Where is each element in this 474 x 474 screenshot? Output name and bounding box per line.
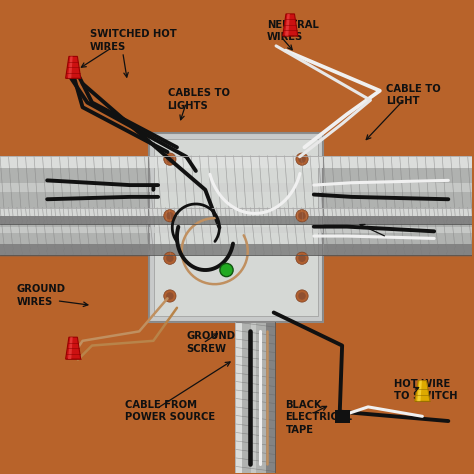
Circle shape [296,252,308,264]
Circle shape [220,264,233,277]
Text: GROUND
SCREW: GROUND SCREW [186,331,236,354]
Bar [149,208,323,255]
Circle shape [164,252,176,264]
Bar [323,210,472,257]
Circle shape [296,153,308,165]
Bar [339,410,346,423]
Bar [266,322,274,473]
Polygon shape [65,337,81,359]
Bar [0,208,149,216]
Bar [323,183,472,191]
Polygon shape [68,337,73,359]
Bar [323,159,472,227]
Bar [149,208,323,216]
Bar [323,156,472,224]
Circle shape [164,290,176,302]
Bar [149,133,323,322]
Text: NEUTRAL
WIRES: NEUTRAL WIRES [267,20,319,42]
Polygon shape [65,56,81,78]
Bar [149,209,323,224]
Polygon shape [417,381,422,401]
Circle shape [298,155,306,163]
Bar [323,156,472,168]
Circle shape [166,255,173,262]
Bar [335,410,342,423]
Polygon shape [415,381,430,401]
Circle shape [296,290,308,302]
Circle shape [298,292,306,300]
Text: CABLE TO
SWITCH: CABLE TO SWITCH [373,225,428,247]
Bar [0,156,149,224]
Circle shape [164,153,176,165]
Bar [149,156,323,168]
Text: CABLE FROM
POWER SOURCE: CABLE FROM POWER SOURCE [125,400,215,422]
Bar [149,227,323,233]
Bar [0,244,149,255]
Bar [323,227,472,233]
Circle shape [298,212,306,219]
Polygon shape [68,56,73,78]
Circle shape [298,255,306,262]
Bar [154,138,319,317]
Circle shape [166,212,173,219]
Polygon shape [285,14,290,36]
Bar [323,244,472,255]
Circle shape [296,210,308,222]
Bar [0,156,149,168]
Bar [0,210,149,257]
Bar [323,209,472,224]
Circle shape [164,210,176,222]
Bar [0,227,149,233]
Text: BLACK
ELECTRICAL
TAPE: BLACK ELECTRICAL TAPE [285,400,353,435]
Bar [151,136,321,319]
Text: CABLES TO
LIGHTS: CABLES TO LIGHTS [167,88,229,111]
Text: SWITCHED HOT
WIRES: SWITCHED HOT WIRES [90,29,176,52]
Bar [235,322,274,473]
Text: CABLE TO
LIGHT: CABLE TO LIGHT [386,83,441,106]
Bar [0,208,149,255]
Bar [0,159,149,227]
Text: GROUND
WIRES: GROUND WIRES [17,284,65,307]
Bar [235,322,242,473]
Bar [149,244,323,255]
Polygon shape [283,14,298,36]
Circle shape [166,292,173,300]
Bar [155,139,318,316]
Bar [323,208,472,255]
Bar [149,156,323,224]
Bar [149,133,323,322]
Bar [149,183,323,191]
Bar [149,159,323,227]
Text: HOT WIRE
TO SWITCH: HOT WIRE TO SWITCH [394,379,457,401]
Bar [0,209,149,224]
Bar [251,322,256,473]
Bar [323,208,472,216]
Bar [0,183,149,191]
Circle shape [166,155,173,163]
Bar [343,410,350,423]
Bar [149,210,323,257]
